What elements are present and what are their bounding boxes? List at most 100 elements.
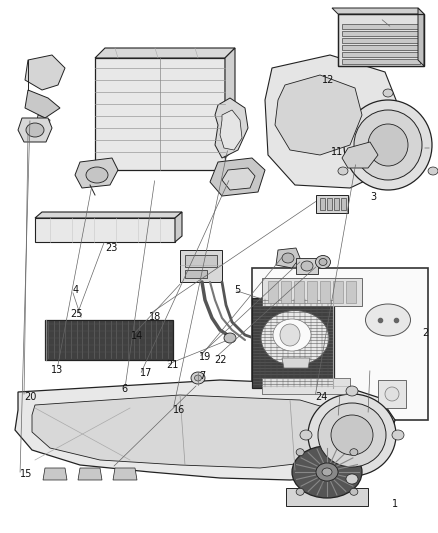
- Bar: [286, 488, 368, 506]
- Ellipse shape: [26, 123, 44, 137]
- PathPatch shape: [220, 110, 242, 150]
- PathPatch shape: [25, 55, 65, 90]
- Ellipse shape: [224, 333, 236, 343]
- Ellipse shape: [383, 89, 393, 97]
- PathPatch shape: [276, 248, 300, 268]
- Bar: [342, 45, 420, 50]
- Text: 2: 2: [423, 328, 429, 338]
- Text: 19: 19: [199, 352, 212, 362]
- Text: 3: 3: [370, 192, 376, 202]
- Text: 17: 17: [140, 368, 152, 378]
- Text: 5: 5: [234, 286, 240, 295]
- Bar: [334, 198, 339, 210]
- Bar: [342, 24, 420, 29]
- Ellipse shape: [368, 124, 408, 166]
- Text: 11: 11: [331, 147, 343, 157]
- Ellipse shape: [300, 430, 312, 440]
- Bar: [45, 320, 173, 360]
- Ellipse shape: [350, 488, 358, 495]
- Bar: [346, 281, 356, 303]
- PathPatch shape: [25, 90, 60, 118]
- Text: 22: 22: [215, 355, 227, 365]
- PathPatch shape: [210, 158, 265, 196]
- Ellipse shape: [191, 372, 205, 384]
- Bar: [316, 195, 348, 213]
- PathPatch shape: [225, 48, 235, 158]
- Bar: [342, 38, 420, 43]
- Bar: [342, 52, 420, 57]
- Bar: [320, 198, 325, 210]
- PathPatch shape: [35, 212, 182, 218]
- Ellipse shape: [385, 387, 399, 401]
- Bar: [252, 268, 428, 420]
- Bar: [294, 281, 304, 303]
- Ellipse shape: [346, 474, 358, 484]
- PathPatch shape: [275, 75, 362, 155]
- Ellipse shape: [301, 261, 313, 271]
- PathPatch shape: [265, 55, 400, 188]
- Text: 7: 7: [199, 371, 205, 381]
- Ellipse shape: [350, 449, 358, 456]
- Ellipse shape: [296, 449, 304, 456]
- Ellipse shape: [292, 446, 362, 498]
- PathPatch shape: [215, 98, 248, 158]
- PathPatch shape: [75, 158, 118, 188]
- Ellipse shape: [331, 415, 373, 455]
- PathPatch shape: [418, 8, 424, 66]
- Ellipse shape: [392, 430, 404, 440]
- Ellipse shape: [428, 167, 438, 175]
- Ellipse shape: [346, 386, 358, 396]
- Bar: [338, 14, 424, 66]
- Text: 6: 6: [122, 384, 128, 394]
- Ellipse shape: [86, 167, 108, 183]
- PathPatch shape: [332, 8, 424, 14]
- Bar: [252, 298, 334, 388]
- PathPatch shape: [95, 48, 235, 58]
- PathPatch shape: [342, 142, 378, 168]
- Ellipse shape: [308, 394, 396, 476]
- Bar: [342, 59, 420, 64]
- Text: 12: 12: [322, 75, 334, 85]
- Ellipse shape: [322, 468, 332, 476]
- Ellipse shape: [316, 463, 338, 481]
- PathPatch shape: [15, 380, 395, 480]
- PathPatch shape: [35, 218, 175, 242]
- Bar: [95, 58, 225, 170]
- Ellipse shape: [344, 100, 432, 190]
- Ellipse shape: [365, 304, 410, 336]
- Ellipse shape: [261, 311, 329, 366]
- Bar: [378, 380, 406, 408]
- Bar: [338, 14, 424, 66]
- Text: 16: 16: [173, 406, 185, 415]
- Bar: [185, 255, 217, 267]
- Text: 13: 13: [51, 366, 63, 375]
- Ellipse shape: [338, 167, 348, 175]
- PathPatch shape: [36, 115, 50, 130]
- PathPatch shape: [43, 468, 67, 480]
- Ellipse shape: [296, 488, 304, 495]
- Text: 14: 14: [131, 331, 144, 341]
- Bar: [185, 270, 207, 278]
- Ellipse shape: [318, 403, 386, 467]
- Bar: [268, 281, 278, 303]
- Text: 4: 4: [72, 286, 78, 295]
- Text: 25: 25: [71, 310, 83, 319]
- Text: 24: 24: [315, 392, 328, 402]
- PathPatch shape: [175, 212, 182, 242]
- Bar: [296, 258, 318, 274]
- PathPatch shape: [32, 395, 355, 468]
- Bar: [320, 281, 330, 303]
- PathPatch shape: [113, 468, 137, 480]
- Bar: [341, 198, 346, 210]
- PathPatch shape: [78, 468, 102, 480]
- Bar: [327, 198, 332, 210]
- Ellipse shape: [280, 324, 300, 346]
- Text: 18: 18: [149, 312, 161, 322]
- Ellipse shape: [194, 375, 201, 381]
- Ellipse shape: [319, 259, 327, 265]
- Bar: [333, 281, 343, 303]
- PathPatch shape: [18, 118, 52, 142]
- Text: 23: 23: [106, 243, 118, 253]
- Text: 21: 21: [166, 360, 179, 370]
- PathPatch shape: [222, 168, 255, 190]
